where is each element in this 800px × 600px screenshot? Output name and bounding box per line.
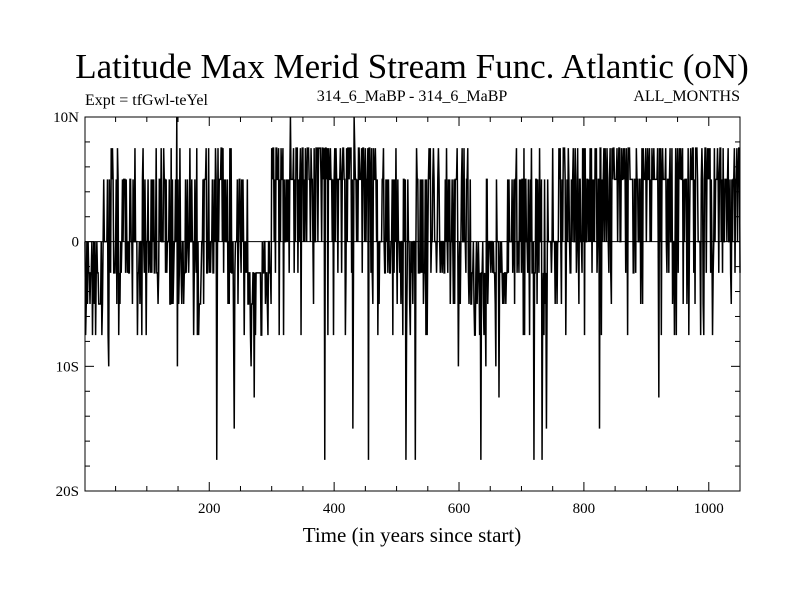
months-label: ALL_MONTHS: [633, 88, 740, 105]
y-tick-label: 20S: [56, 484, 79, 500]
x-tick-label: 400: [323, 501, 346, 517]
comparison-label: 314_6_MaBP - 314_6_MaBP: [317, 88, 508, 105]
x-tick-label: 600: [448, 501, 471, 517]
experiment-label: Expt = tfGwl-teYel: [85, 92, 209, 109]
x-axis-label: Time (in years since start): [303, 523, 522, 547]
y-tick-label: 10S: [56, 359, 79, 375]
chart-title: Latitude Max Merid Stream Func. Atlantic…: [75, 47, 749, 86]
x-tick-label: 800: [573, 501, 596, 517]
y-tick-label: 0: [72, 235, 80, 251]
x-tick-label: 200: [198, 501, 221, 517]
series-line: [84, 116, 741, 460]
axis-labels: 200 400 600 800 1000 10N 0 10S 20S: [53, 110, 724, 517]
y-tick-label: 10N: [53, 110, 79, 126]
x-tick-label: 1000: [694, 501, 724, 517]
